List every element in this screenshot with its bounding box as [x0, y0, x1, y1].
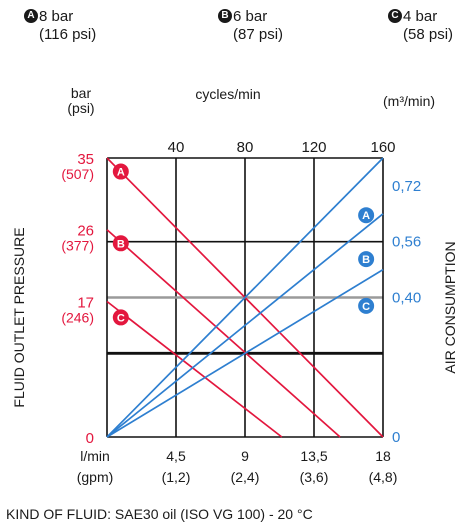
- top-tick-label: 160: [370, 139, 395, 156]
- top-tick-label: 120: [301, 139, 326, 156]
- series-marker-pressure-c: [112, 309, 129, 326]
- legend-sub-b: (87 psi): [233, 26, 284, 43]
- top-tick-label: 80: [237, 139, 254, 156]
- series-marker-label: A: [117, 167, 125, 179]
- series-line-air-c: [106, 268, 384, 438]
- x-axis-label: l/min: [80, 448, 110, 464]
- right-axis-title: AIR CONSUMPTION: [442, 241, 458, 373]
- series-line-pressure-b: [106, 229, 341, 438]
- legend-badge-b: B: [218, 9, 232, 23]
- x-tick-label: 4,5: [166, 448, 186, 464]
- legend-sub-c: (58 psi): [403, 26, 454, 43]
- legend-label-b: 6 bar: [233, 8, 268, 25]
- unit-left-bar: bar: [70, 85, 92, 101]
- x-tick-sub-label: (4,8): [369, 469, 398, 485]
- right-tick-label: 0,40: [392, 290, 421, 307]
- x-tick-sub-label: (2,4): [231, 469, 260, 485]
- x-tick-label: 18: [375, 448, 391, 464]
- series-line-pressure-c: [106, 300, 283, 438]
- series-marker-label: C: [362, 301, 370, 313]
- series-marker-label: C: [117, 312, 125, 324]
- series-marker-air-c: [358, 297, 375, 314]
- legend-sub-a: (116 psi): [39, 26, 97, 43]
- left-tick-label: 26: [77, 223, 94, 240]
- right-tick-label: 0,56: [392, 234, 421, 251]
- right-tick-label: 0: [392, 429, 400, 446]
- x-tick-label: 9: [241, 448, 249, 464]
- left-tick-sub-label: (377): [61, 238, 94, 254]
- unit-left: bar (psi): [56, 86, 106, 116]
- x-tick-sub-label: (3,6): [300, 469, 329, 485]
- left-axis-title: FLUID OUTLET PRESSURE: [11, 227, 27, 407]
- left-tick-label: 35: [77, 151, 94, 168]
- legend-badge-a: A: [24, 9, 38, 23]
- series-marker-air-b: [358, 251, 375, 268]
- legend-label-a: 8 bar: [39, 8, 74, 25]
- legend-badge-c: C: [388, 9, 402, 23]
- series-line-air-a: [106, 157, 384, 438]
- series-marker-label: B: [117, 238, 125, 250]
- series-marker-air-a: [358, 207, 375, 224]
- series-marker-pressure-a: [112, 163, 129, 180]
- x-tick-label: 13,5: [300, 448, 327, 464]
- top-tick-label: 40: [168, 139, 185, 156]
- right-tick-label: 0,72: [392, 178, 421, 195]
- legend-label-c: 4 bar: [403, 8, 438, 25]
- footer-note: KIND OF FLUID: SAE30 oil (ISO VG 100) - …: [6, 506, 313, 522]
- series-marker-label: A: [362, 210, 370, 222]
- series-marker-label: B: [362, 254, 370, 266]
- x-tick-sub-label: (1,2): [162, 469, 191, 485]
- left-tick-sub-label: (507): [61, 166, 94, 182]
- unit-left-psi: (psi): [67, 100, 95, 116]
- series-marker-pressure-b: [112, 235, 129, 252]
- left-tick-sub-label: (246): [61, 309, 94, 325]
- unit-top: cycles/min: [195, 86, 261, 102]
- left-tick-label: 17: [77, 294, 94, 311]
- left-tick-label: 0: [86, 430, 94, 447]
- x-axis-label-sub: (gpm): [77, 469, 114, 485]
- series-line-air-b: [106, 213, 384, 438]
- unit-right: (m³/min): [383, 93, 436, 109]
